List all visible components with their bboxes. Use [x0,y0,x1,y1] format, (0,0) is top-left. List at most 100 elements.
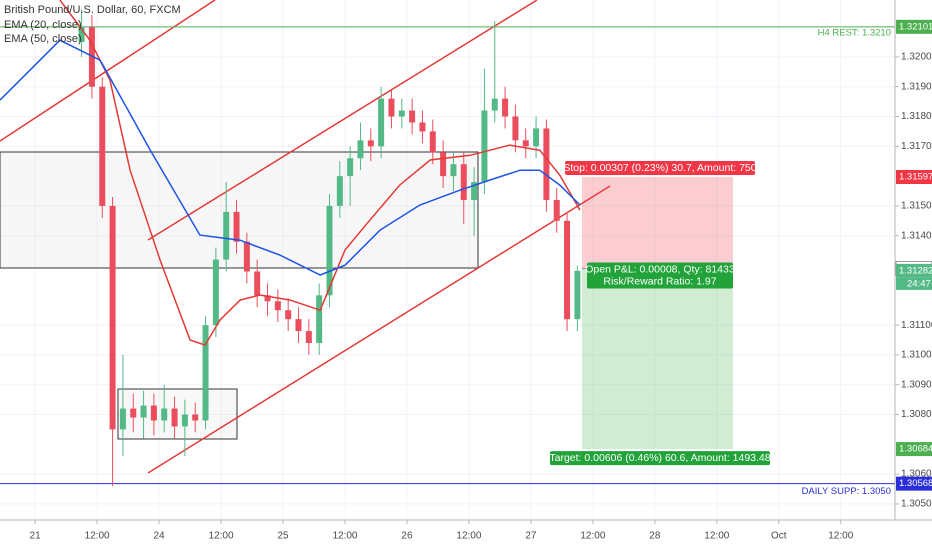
drawings [0,0,611,474]
candle-body [78,27,85,43]
legend-entry: EMA (20, close) [4,19,82,31]
stop-label-bg [565,161,755,176]
candle-body [140,405,147,418]
trend-line [0,0,216,142]
target-zone [582,268,733,450]
candle-body [502,98,509,117]
candle-body [295,319,302,332]
y-tick-label: 1.31000 [901,350,932,361]
target-label-bg [550,451,770,466]
price-tag-label: 1.30684 [899,444,932,455]
candle-body [181,414,188,427]
trend-line [147,0,538,241]
trend-line [147,185,611,474]
candle-body [471,182,478,200]
ema-line [0,39,581,276]
candle-body [305,331,312,343]
candle-body [429,131,436,153]
candle-body [553,199,560,221]
y-tick-label: 1.30900 [901,379,932,390]
y-tick-label: 1.31500 [901,201,932,212]
candle-body [347,158,354,177]
candle-body [512,116,519,141]
legend-entry: EMA (50, close) [4,33,82,45]
price-tag-label: 1.31282 [899,265,932,276]
candle-body [450,164,457,177]
x-tick-label: 25 [277,531,289,542]
x-tick-label: 12:00 [456,531,481,542]
candle-body [150,405,157,421]
candle-body [119,408,126,430]
y-tick-label: 1.30600 [901,469,932,480]
y-tick-label: 1.31900 [901,81,932,92]
candle-body [574,270,581,320]
target-label: Target: 0.00606 (0.46%) 60.6, Amount: 14… [549,452,770,464]
candle-body [388,98,395,117]
x-tick-label: 24 [154,531,166,542]
candle-body [109,205,116,430]
candle-body [285,310,292,320]
candle-body [254,271,261,296]
countdown: 24:47 [907,278,931,289]
candle-body [409,110,416,123]
x-tick-label: Oct [771,531,787,542]
candle-body [564,220,571,320]
y-tick-label: 1.32000 [901,52,932,63]
candle-body [192,414,199,421]
candle-body [419,122,426,132]
candle-body [481,110,488,183]
candle-body [161,408,168,421]
position-labels: Stop: 0.00307 (0.23%) 30.7, Amount: 750 O… [549,161,771,466]
candle-body [460,164,467,200]
x-tick-label: 12:00 [85,531,110,542]
countdown-bg [896,277,932,290]
candle-body [223,211,230,260]
plot [0,0,895,487]
candle-body [543,128,550,200]
pnl-label-bg [587,262,733,277]
candle-body [440,152,447,177]
price-tag-label: 1.31597 [899,172,932,183]
rr-label-bg [587,274,733,289]
candle-body [398,110,405,117]
level-label: DAILY SUPP: 1.3050 [802,486,891,497]
x-tick-label: 12:00 [704,531,729,542]
candle-body [130,408,137,418]
price-tag [896,170,932,185]
price-tag [896,19,932,34]
x-tick-label: 26 [401,531,413,542]
candle-body [212,259,219,326]
candle-body [171,408,178,427]
x-tick-label: 27 [525,531,537,542]
candle-body [274,301,281,311]
pnl-label: Open P&L: 0.00008, Qty: 81433 [585,263,735,275]
candle-body [336,176,343,206]
candle-body [522,140,529,147]
price-tag [896,442,932,457]
stop-zone [582,177,733,269]
chart-title: British Pound/U.S. Dollar, 60, FXCM [4,4,181,16]
position-tool [582,177,733,450]
y-tick-label: 1.31800 [901,111,932,122]
y-tick-label: 1.30800 [901,409,932,420]
level-label: H4 REST: 1.3210 [818,27,891,38]
range-box [0,151,479,269]
x-tick-label: 12:00 [828,531,853,542]
candle-body [243,241,250,272]
candle-body [202,325,209,421]
x-tick-label: 28 [649,531,661,542]
candle-body [99,86,106,206]
candle-body [357,140,364,159]
y-tick-label: 1.31100 [901,320,932,331]
candle-body [491,98,498,111]
x-tick-label: 12:00 [332,531,357,542]
ema-line [59,0,581,347]
candle-body [316,295,323,343]
price-tag-label: 1.32101 [899,21,932,32]
y-tick-label: 1.30500 [901,499,932,510]
price-tag-label: 1.30568 [899,478,932,489]
candle-body [533,128,540,147]
price-tag [896,476,932,491]
price-tag [896,263,932,278]
